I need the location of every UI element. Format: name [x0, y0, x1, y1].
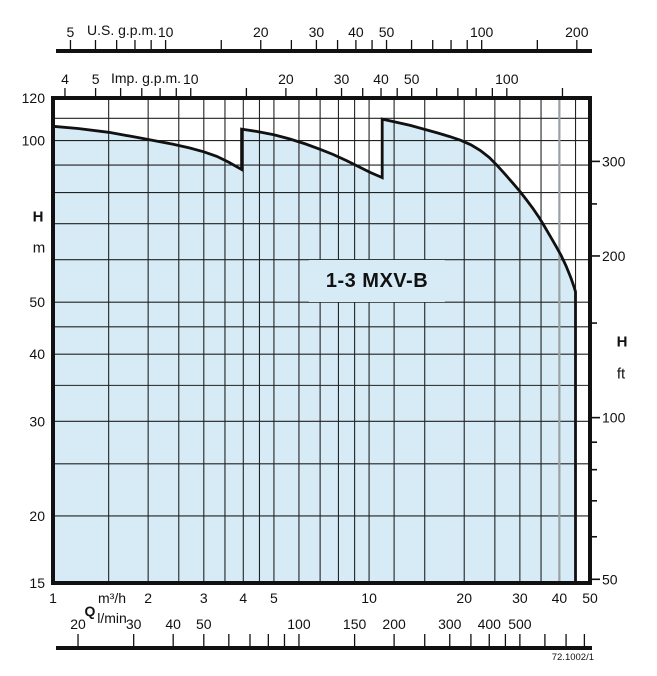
tick-label: 30 [309, 24, 325, 40]
tick-label: 50 [379, 24, 395, 40]
tick-label: 300 [438, 616, 462, 632]
head-axis-ft: 300 200 100 50 [590, 153, 626, 587]
tick-label: 10 [361, 590, 377, 606]
tick-label: 40 [165, 616, 181, 632]
feet-unit-label: ft [616, 365, 626, 383]
plot-frame [51, 96, 592, 585]
tick-label: 5 [92, 71, 100, 87]
tick-label: 10 [158, 24, 174, 40]
tick-label: 50 [404, 71, 420, 87]
tick-label: 100 [495, 71, 519, 87]
flow-axis-m3h: 1 2 3 4 5 10 20 30 40 50 [49, 590, 598, 606]
tick-label: 40 [552, 590, 568, 606]
tick-label: 40 [373, 71, 389, 87]
us-gpm-axis: 5 10 20 30 40 50 100 200 [56, 24, 592, 53]
tick-label: 50 [602, 571, 618, 587]
us-gpm-axis-unit-label: U.S. g.p.m. [86, 22, 158, 38]
tick-label: 300 [602, 153, 626, 169]
m3h-unit-label: m³/h [98, 590, 126, 606]
tick-label: 20 [456, 590, 472, 606]
tick-label: 20 [253, 24, 269, 40]
flow-axis-label: Q [84, 603, 96, 619]
tick-label: 20 [70, 616, 86, 632]
tick-label: 30 [126, 616, 142, 632]
tick-label: 30 [334, 71, 350, 87]
tick-label: 5 [270, 590, 278, 606]
tick-label: 500 [508, 616, 532, 632]
head-axis-label-left: H [32, 208, 44, 226]
tick-label: 30 [29, 413, 45, 429]
tick-label: 5 [67, 24, 75, 40]
tick-label: 100 [287, 616, 311, 632]
meters-unit-label: m [32, 239, 46, 257]
tick-label: 4 [61, 71, 69, 87]
tick-label: 30 [512, 590, 528, 606]
tick-label: 20 [29, 508, 45, 524]
tick-label: 10 [183, 71, 199, 87]
tick-label: 100 [470, 24, 494, 40]
tick-label: 50 [29, 294, 45, 310]
tick-label: 2 [144, 590, 152, 606]
tick-label: 100 [22, 133, 46, 149]
tick-label: 120 [22, 90, 46, 106]
grid [53, 98, 590, 583]
tick-label: 20 [278, 71, 294, 87]
envelope-curve [52, 117, 577, 583]
tick-label: 50 [582, 590, 598, 606]
pump-model-label: 1-3 MXV-B [308, 260, 446, 302]
tick-label: 100 [602, 410, 626, 426]
tick-label: 15 [29, 575, 45, 591]
tick-label: 40 [348, 24, 364, 40]
tick-label: 1 [49, 590, 57, 606]
tick-label: 3 [200, 590, 208, 606]
tick-label: 40 [29, 346, 45, 362]
tick-label: 200 [382, 616, 406, 632]
tick-label: 400 [478, 616, 502, 632]
tick-label: 200 [602, 248, 626, 264]
tick-label: 50 [196, 616, 212, 632]
imp-gpm-axis: 4 5 10 20 30 40 50 100 [61, 71, 564, 97]
flow-axis-lmin: 20 30 40 50 100 150 200 300 400 500 [56, 616, 592, 650]
drawing-number: 72.1002/1 [551, 652, 594, 663]
tick-label: 200 [565, 24, 589, 40]
imp-gpm-axis-unit-label: Imp. g.p.m. [110, 70, 182, 86]
head-axis-m: 120 100 50 40 30 20 15 [22, 90, 46, 591]
lmin-unit-label: l/min [97, 610, 127, 626]
tick-label: 150 [343, 616, 367, 632]
tick-label: 4 [239, 590, 247, 606]
head-axis-label-right: H [616, 333, 628, 351]
operating-range-area [53, 119, 576, 583]
